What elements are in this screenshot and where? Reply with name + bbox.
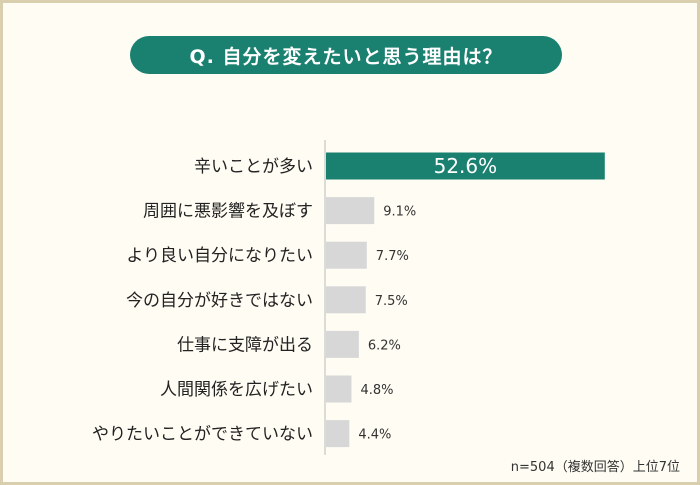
category-label: 周囲に悪影響を及ぼす — [143, 202, 313, 222]
bar — [326, 375, 352, 403]
category-label: やりたいことができていない — [92, 425, 313, 445]
category-label: 辛いことが多い — [194, 157, 313, 177]
value-label: 6.2% — [368, 338, 401, 353]
category-labels: 辛いことが多い周囲に悪影響を及ぼすより良い自分になりたい今の自分が好きではない仕… — [92, 157, 313, 445]
bar — [326, 197, 375, 225]
value-label: 7.7% — [376, 249, 409, 264]
bar — [326, 330, 359, 358]
value-label: 4.4% — [358, 428, 391, 443]
category-label: 今の自分が好きではない — [126, 291, 313, 311]
value-label: 9.1% — [383, 205, 416, 220]
value-label: 52.6% — [434, 154, 498, 178]
bar — [326, 420, 350, 448]
value-labels: 52.6% 9.1% 7.7% 7.5% 6.2% 4.8% 4.4% — [358, 154, 497, 443]
bar — [326, 152, 605, 180]
category-label: より良い自分になりたい — [126, 246, 313, 266]
value-label: 7.5% — [375, 294, 408, 309]
bar — [326, 241, 367, 269]
value-label: 4.8% — [360, 383, 393, 398]
bar — [326, 286, 366, 314]
category-label: 仕事に支障が出る — [177, 335, 313, 355]
sample-footnote: n=504（複数回答）上位7位 — [510, 460, 680, 475]
chart-title: Q. 自分を変えたいと思う理由は？ — [130, 36, 562, 74]
category-label: 人間関係を広げたい — [160, 380, 313, 400]
bars — [326, 152, 605, 448]
